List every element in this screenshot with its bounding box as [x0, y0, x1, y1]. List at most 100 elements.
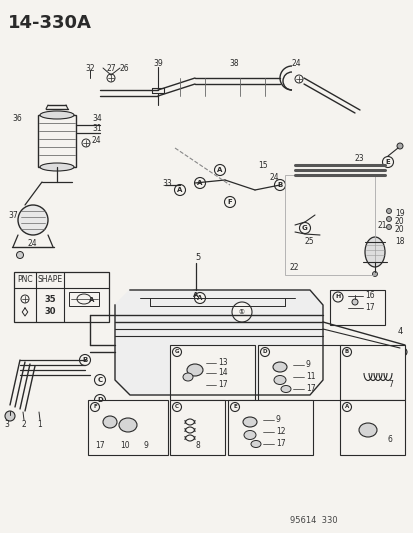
Text: 11: 11 — [305, 373, 315, 382]
Circle shape — [274, 180, 285, 190]
Text: H: H — [335, 295, 340, 300]
Text: B: B — [82, 357, 88, 363]
Text: D: D — [262, 350, 267, 354]
Ellipse shape — [280, 385, 290, 392]
Ellipse shape — [40, 111, 74, 119]
Bar — [339, 400, 404, 455]
Ellipse shape — [183, 373, 192, 381]
Bar — [339, 345, 404, 400]
Circle shape — [382, 157, 392, 167]
Text: 10: 10 — [120, 441, 130, 450]
Bar — [228, 400, 312, 455]
Text: E: E — [233, 405, 236, 409]
Ellipse shape — [18, 205, 48, 235]
Circle shape — [79, 354, 90, 366]
Text: 20: 20 — [394, 216, 404, 225]
Circle shape — [90, 402, 99, 411]
Text: 95614  330: 95614 330 — [289, 516, 337, 526]
Circle shape — [372, 271, 377, 277]
Circle shape — [386, 224, 391, 230]
Ellipse shape — [358, 423, 376, 437]
Circle shape — [94, 375, 105, 385]
Ellipse shape — [103, 416, 117, 428]
Text: 26: 26 — [119, 63, 128, 72]
Text: 2: 2 — [21, 421, 26, 430]
Text: 7: 7 — [387, 381, 392, 390]
Text: 19: 19 — [394, 208, 404, 217]
Circle shape — [294, 75, 302, 83]
Ellipse shape — [272, 362, 286, 372]
Text: C: C — [97, 377, 102, 383]
Text: A: A — [89, 297, 95, 303]
Text: 32: 32 — [85, 63, 95, 72]
Ellipse shape — [40, 163, 74, 171]
Text: 1: 1 — [38, 421, 42, 430]
Circle shape — [230, 402, 239, 411]
Text: 17: 17 — [275, 440, 285, 448]
Circle shape — [82, 139, 90, 147]
Text: 21: 21 — [377, 221, 387, 230]
Text: 9: 9 — [143, 441, 148, 450]
Text: 8: 8 — [195, 441, 200, 450]
Text: 39: 39 — [153, 59, 162, 68]
Text: 12: 12 — [275, 427, 285, 437]
Text: 36: 36 — [12, 114, 22, 123]
Text: A: A — [193, 292, 198, 298]
Ellipse shape — [273, 376, 285, 384]
Bar — [170, 345, 254, 400]
Text: 18: 18 — [394, 238, 404, 246]
Text: 5: 5 — [195, 254, 200, 262]
Text: 24: 24 — [92, 135, 101, 144]
Text: B: B — [277, 182, 282, 188]
Circle shape — [190, 289, 201, 301]
Text: 3: 3 — [5, 421, 9, 430]
Ellipse shape — [243, 431, 255, 440]
Text: 24: 24 — [28, 238, 38, 247]
Circle shape — [386, 208, 391, 214]
Text: G: G — [174, 350, 179, 354]
Circle shape — [172, 348, 181, 357]
Text: ①: ① — [238, 309, 244, 315]
Text: F: F — [93, 405, 97, 409]
Polygon shape — [115, 290, 322, 395]
Circle shape — [21, 295, 29, 303]
Bar — [69, 292, 99, 306]
Bar — [257, 345, 342, 400]
Circle shape — [5, 411, 15, 421]
Circle shape — [107, 74, 115, 82]
Text: B: B — [344, 350, 348, 354]
Circle shape — [17, 252, 24, 259]
Text: 24: 24 — [290, 59, 300, 68]
Bar — [14, 272, 109, 322]
Text: 13: 13 — [218, 359, 227, 367]
Text: 16: 16 — [364, 292, 374, 301]
Text: C: C — [175, 405, 178, 409]
Text: 14-330A: 14-330A — [8, 14, 92, 32]
Text: 9: 9 — [305, 360, 310, 369]
Text: 38: 38 — [229, 59, 238, 68]
Text: 24: 24 — [269, 174, 279, 182]
Text: 14: 14 — [218, 368, 227, 377]
Circle shape — [231, 302, 252, 322]
Ellipse shape — [242, 417, 256, 427]
Text: 6: 6 — [387, 435, 392, 445]
Circle shape — [398, 348, 406, 356]
Circle shape — [194, 177, 205, 189]
Circle shape — [386, 216, 391, 222]
Text: 30: 30 — [44, 308, 56, 317]
Text: 25: 25 — [304, 238, 314, 246]
Text: 34: 34 — [92, 114, 102, 123]
Text: 23: 23 — [354, 154, 364, 163]
Circle shape — [194, 293, 205, 303]
Text: 20: 20 — [394, 224, 404, 233]
Text: 35: 35 — [44, 295, 56, 303]
Text: A: A — [197, 295, 202, 301]
Text: 4: 4 — [397, 327, 402, 336]
Bar — [170, 400, 224, 455]
Text: SHAPE: SHAPE — [37, 276, 62, 285]
Text: 9: 9 — [275, 416, 280, 424]
Text: G: G — [301, 225, 307, 231]
Bar — [88, 400, 168, 455]
Text: F: F — [227, 199, 232, 205]
Circle shape — [174, 184, 185, 196]
